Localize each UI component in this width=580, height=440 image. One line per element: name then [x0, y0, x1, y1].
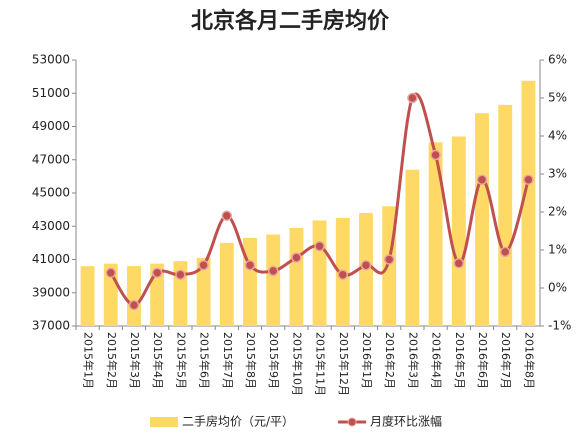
legend-marker: [347, 417, 357, 427]
line-marker: [198, 259, 209, 271]
y-tick-label: 51000: [32, 86, 70, 100]
line-marker: [476, 174, 488, 185]
y2-tick-label: -1%: [548, 319, 571, 333]
line-marker: [128, 299, 140, 311]
x-tick-label: 2016年1月: [360, 332, 374, 389]
y-tick-label: 47000: [32, 152, 70, 166]
y2-tick-label: 3%: [548, 167, 567, 181]
x-tick-label: 2015年6月: [198, 332, 212, 389]
line-marker: [430, 149, 441, 161]
x-tick-label: 2016年8月: [522, 332, 536, 389]
x-tick-label: 2015年11月: [314, 332, 328, 396]
bar: [521, 80, 536, 326]
x-tick-label: 2015年10月: [290, 332, 304, 396]
y-tick-label: 41000: [32, 252, 70, 266]
x-tick-label: 2016年2月: [383, 332, 397, 389]
x-tick-label: 2016年3月: [406, 332, 420, 389]
x-tick-label: 2015年1月: [82, 332, 96, 389]
bar: [475, 113, 489, 326]
bar: [428, 142, 443, 326]
y2-tick-label: 6%: [548, 53, 567, 67]
line-marker: [314, 240, 325, 252]
legend-swatch: [150, 417, 178, 427]
legend-item: 二手房均价（元/平）: [150, 414, 294, 429]
x-tick-label: 2016年5月: [453, 332, 467, 389]
y-tick-label: 39000: [32, 285, 70, 299]
y2-tick-label: 0%: [548, 281, 567, 295]
x-tick-label: 2015年3月: [128, 332, 142, 389]
y2-tick-label: 5%: [548, 91, 567, 105]
x-tick-label: 2015年7月: [221, 332, 235, 389]
bar: [219, 242, 234, 326]
bar: [405, 169, 420, 326]
bar: [196, 257, 211, 326]
bar: [289, 227, 304, 326]
bar: [451, 136, 466, 326]
bar: [498, 104, 513, 326]
y-tick-label: 43000: [32, 219, 70, 233]
y2-tick-label: 4%: [548, 129, 567, 143]
y-tick-label: 49000: [32, 119, 70, 133]
line-marker: [221, 210, 233, 222]
line-marker: [291, 252, 302, 263]
legend-label: 月度环比涨幅: [370, 414, 442, 429]
x-tick-label: 2015年9月: [267, 332, 281, 389]
line-marker: [337, 269, 349, 280]
bar: [243, 237, 257, 326]
line-marker: [360, 259, 372, 271]
line-marker: [453, 258, 465, 269]
line-marker: [105, 267, 117, 279]
line-marker: [523, 174, 534, 185]
x-tick-label: 2016年7月: [499, 332, 513, 389]
y-tick-label: 53000: [32, 53, 70, 67]
x-tick-label: 2015年8月: [244, 332, 258, 389]
line-marker: [383, 254, 395, 265]
bar: [266, 234, 281, 326]
legend-label: 二手房均价（元/平）: [182, 414, 294, 429]
y2-tick-label: 1%: [548, 243, 567, 257]
y2-tick-label: 2%: [548, 205, 567, 219]
line-marker: [151, 267, 163, 279]
x-tick-label: 2016年4月: [430, 332, 444, 389]
bar: [127, 266, 141, 326]
x-tick-label: 2015年5月: [174, 332, 188, 389]
bar: [80, 266, 95, 326]
line-marker: [407, 92, 418, 104]
line-marker: [175, 269, 186, 280]
x-tick-label: 2015年2月: [105, 332, 119, 389]
x-tick-label: 2016年6月: [476, 332, 490, 389]
bar: [312, 220, 327, 326]
chart-title: 北京各月二手房均价: [191, 8, 390, 34]
line-marker: [244, 259, 256, 271]
y-tick-label: 37000: [32, 319, 70, 333]
line-marker: [499, 246, 511, 258]
x-tick-label: 2015年4月: [151, 332, 165, 389]
x-tick-label: 2015年12月: [337, 332, 351, 396]
line-marker: [267, 265, 279, 277]
y-tick-label: 45000: [32, 186, 70, 200]
legend-item: 月度环比涨幅: [338, 414, 442, 429]
